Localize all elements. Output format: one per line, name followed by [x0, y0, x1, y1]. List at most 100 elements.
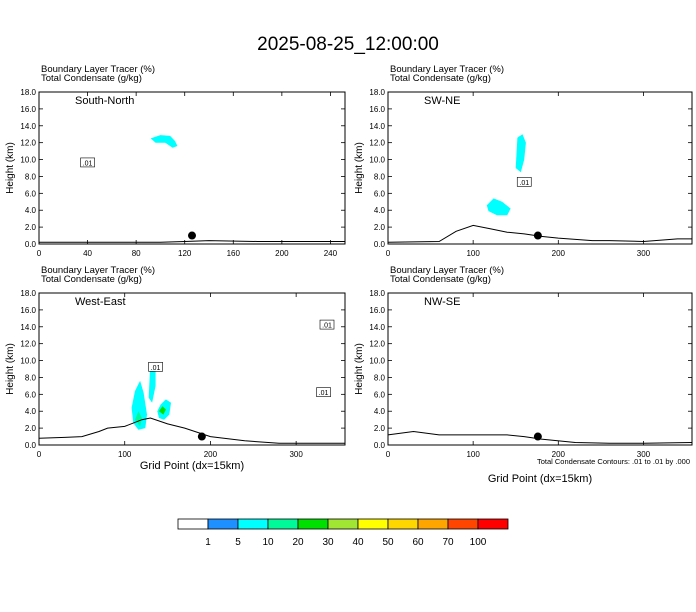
y-tick-label: 16.0	[369, 306, 385, 315]
location-marker	[197, 432, 206, 441]
x-tick-label: 100	[466, 450, 480, 459]
contour-label-box	[516, 177, 532, 187]
contour-label: .01	[151, 365, 161, 372]
tracer-region	[515, 134, 526, 173]
x-axis-label-left: Grid Point (dx=15km)	[140, 460, 244, 472]
panel-label-line1: Boundary Layer Tracer (%)	[390, 64, 504, 75]
panel-name: South-North	[75, 95, 134, 107]
y-tick-label: 12.0	[20, 340, 36, 349]
y-tick-label: 12.0	[20, 139, 36, 148]
figure-title: 2025-08-25_12:00:00	[257, 34, 439, 55]
x-tick-label: 100	[118, 450, 132, 459]
colorbar-swatch	[237, 518, 269, 530]
x-tick-label: 0	[37, 450, 42, 459]
terrain-line	[387, 430, 693, 444]
y-axis-label: Height (km)	[5, 142, 16, 194]
location-marker	[188, 231, 196, 240]
colorbar-swatch	[357, 518, 389, 530]
colorbar-swatch	[477, 518, 509, 530]
colorbar-label: 40	[352, 537, 364, 548]
y-tick-label: 6.0	[25, 390, 37, 399]
tracer-region	[159, 406, 166, 415]
y-tick-label: 4.0	[374, 407, 386, 416]
y-tick-label: 14.0	[20, 122, 36, 131]
colorbar-swatch	[297, 518, 329, 530]
y-tick-label: 10.0	[20, 357, 36, 366]
panel-label-line1: Boundary Layer Tracer (%)	[390, 265, 504, 276]
x-tick-label: 40	[83, 249, 92, 258]
colorbar-label: 5	[235, 537, 241, 548]
x-tick-label: 300	[637, 249, 651, 258]
x-tick-label: 100	[466, 249, 480, 258]
colorbar-label: 1	[205, 537, 211, 548]
colorbar-label: 20	[292, 537, 304, 548]
y-tick-label: 0.0	[374, 240, 386, 249]
location-marker	[533, 231, 542, 240]
colorbar-swatch	[177, 518, 209, 530]
colorbar-label: 60	[412, 537, 424, 548]
y-tick-label: 8.0	[374, 172, 386, 181]
colorbar-swatch	[417, 518, 449, 530]
x-tick-label: 120	[178, 249, 192, 258]
x-tick-label: 80	[132, 249, 141, 258]
y-axis-label: Height (km)	[354, 343, 365, 395]
y-tick-label: 4.0	[25, 206, 37, 215]
contour-note: Total Condensate Contours: .01 to .01 by…	[537, 457, 690, 466]
contour-label: .01	[322, 323, 332, 330]
y-tick-label: 16.0	[369, 105, 385, 114]
contour-label: .01	[519, 180, 529, 187]
x-tick-label: 200	[552, 450, 566, 459]
x-tick-label: 200	[552, 249, 566, 258]
colorbar-label: 100	[470, 537, 487, 548]
terrain-line	[38, 417, 345, 444]
y-tick-label: 2.0	[374, 223, 386, 232]
contour-label: .01	[83, 160, 93, 167]
colorbar-swatch	[327, 518, 359, 530]
panel-label-line2: Total Condensate (g/kg)	[390, 73, 491, 84]
panel-frame	[38, 292, 346, 446]
x-tick-label: 0	[37, 249, 42, 258]
x-tick-label: 300	[289, 450, 303, 459]
y-tick-label: 16.0	[20, 306, 36, 315]
colorbar-label: 10	[262, 537, 274, 548]
colorbar-label: 30	[322, 537, 334, 548]
panels-group: Boundary Layer Tracer (%)Total Condensat…	[5, 64, 693, 459]
x-tick-label: 0	[386, 249, 391, 258]
y-tick-label: 8.0	[25, 373, 37, 382]
colorbar-label: 70	[442, 537, 454, 548]
y-tick-label: 8.0	[374, 373, 386, 382]
contour-label-box	[148, 362, 163, 372]
colorbar-swatch	[447, 518, 479, 530]
contour-label: .01	[319, 390, 329, 397]
y-tick-label: 2.0	[25, 424, 37, 433]
x-tick-label: 200	[204, 450, 218, 459]
y-tick-label: 12.0	[369, 340, 385, 349]
y-tick-label: 14.0	[369, 122, 385, 131]
y-axis-label: Height (km)	[354, 142, 365, 194]
panel-label-line1: Boundary Layer Tracer (%)	[41, 64, 155, 75]
y-tick-label: 0.0	[25, 240, 37, 249]
y-tick-label: 14.0	[369, 323, 385, 332]
y-tick-label: 4.0	[374, 206, 386, 215]
y-tick-label: 14.0	[20, 323, 36, 332]
x-tick-label: 200	[275, 249, 289, 258]
terrain-line	[387, 224, 692, 243]
panel-label-line2: Total Condensate (g/kg)	[41, 73, 142, 84]
panel-frame	[387, 91, 693, 245]
panel-name: NW-SE	[424, 296, 460, 308]
location-marker	[533, 432, 542, 441]
x-tick-label: 0	[386, 450, 391, 459]
terrain-line	[39, 240, 345, 243]
y-tick-label: 2.0	[374, 424, 386, 433]
x-tick-label: 240	[324, 249, 338, 258]
panel-label-line2: Total Condensate (g/kg)	[41, 274, 142, 285]
y-tick-label: 0.0	[374, 441, 386, 450]
y-tick-label: 18.0	[369, 88, 385, 97]
panel-2: Boundary Layer Tracer (%)Total Condensat…	[5, 265, 346, 459]
panel-label-line2: Total Condensate (g/kg)	[390, 274, 491, 285]
panel-0: Boundary Layer Tracer (%)Total Condensat…	[5, 64, 346, 258]
panel-3: Boundary Layer Tracer (%)Total Condensat…	[354, 265, 693, 459]
tracer-region	[486, 198, 511, 216]
x-axis-label-right: Grid Point (dx=15km)	[488, 473, 592, 485]
